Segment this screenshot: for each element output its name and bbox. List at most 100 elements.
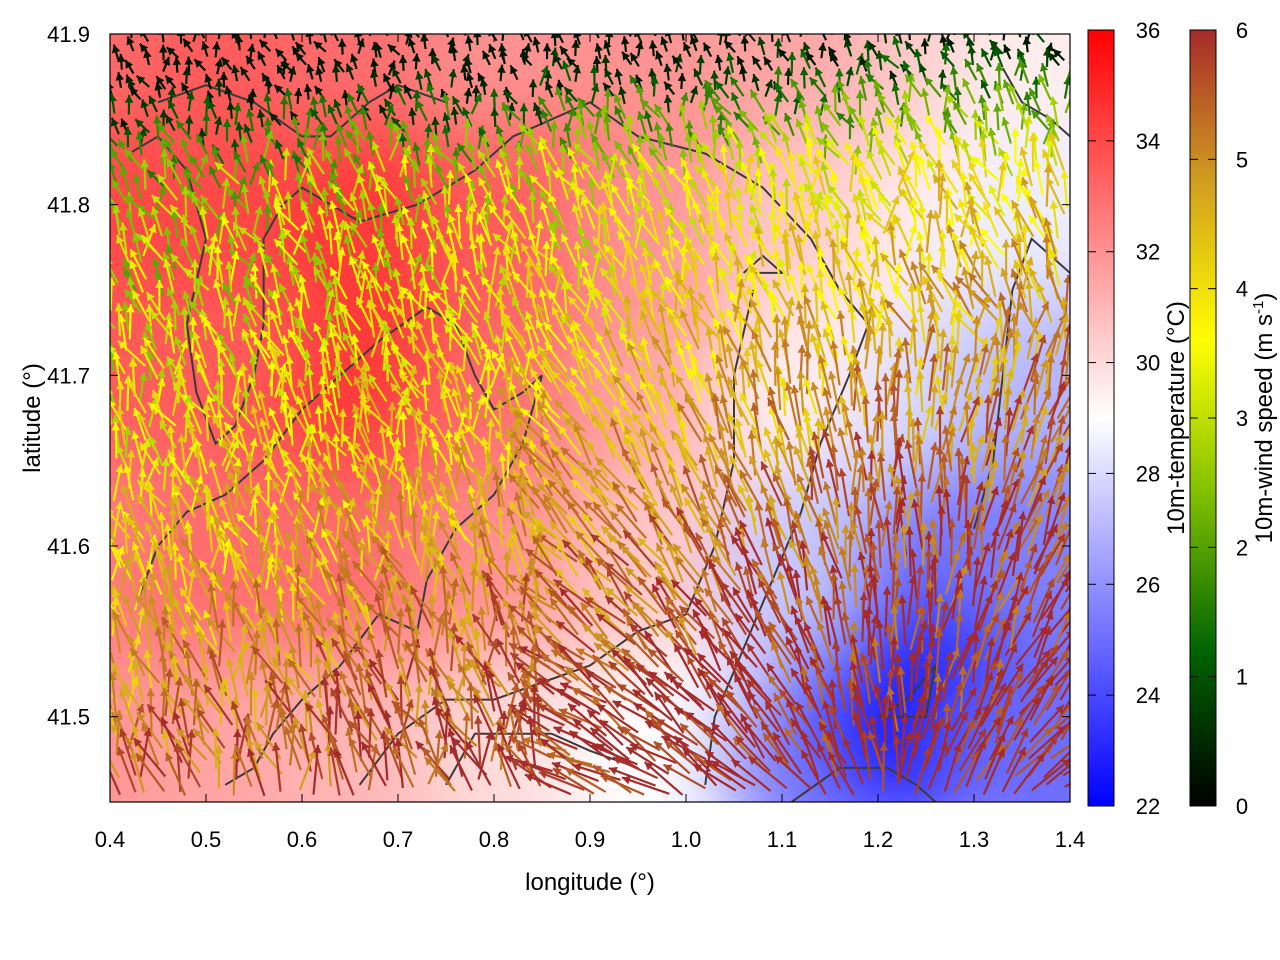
wind-arrow	[490, 88, 499, 111]
wind-arrow	[763, 56, 774, 71]
x-tick-label: 0.7	[383, 827, 414, 852]
contour-line	[791, 766, 937, 802]
wind-arrow	[382, 73, 392, 89]
wind-arrow	[576, 100, 585, 127]
wind-arrow	[117, 53, 126, 70]
wind-arrow	[993, 103, 1002, 131]
wind-arrow	[816, 136, 840, 159]
wind-arrow	[165, 46, 180, 59]
wind-arrow	[239, 66, 251, 82]
wind-arrow	[702, 42, 713, 58]
wind-arrow	[432, 145, 456, 166]
wind-arrow	[774, 83, 789, 103]
wind-arrow	[614, 68, 623, 86]
wind-arrow	[953, 34, 956, 36]
wind-arrow	[140, 99, 149, 118]
wind-arrow	[808, 76, 826, 96]
wind-vectors	[110, 34, 1070, 797]
wind-colorbar: 0 1 2 3 4 5 6 10m-wind speed (m s-1)	[1189, 18, 1278, 819]
wind-arrow	[814, 105, 824, 133]
wind-arrow	[415, 99, 428, 122]
wind-arrow	[542, 43, 552, 60]
wind-arrow	[156, 122, 176, 144]
y-axis-label: latitude (°)	[19, 363, 46, 473]
wind-arrow	[757, 36, 766, 56]
wind-arrow	[553, 53, 563, 70]
wind-arrow	[233, 102, 242, 126]
wind-arrow	[571, 39, 580, 56]
wind-arrow	[678, 103, 688, 134]
wind-arrow	[603, 68, 614, 86]
wind-arrow	[653, 122, 663, 149]
wind-arrow	[528, 79, 538, 98]
wind-arrow	[1037, 73, 1052, 101]
wind-arrow	[370, 69, 379, 87]
wind-arrow	[370, 58, 379, 75]
wind-arrow	[684, 132, 693, 163]
wind-arrow	[110, 248, 112, 254]
wind-arrow	[663, 81, 676, 96]
wind-arrow	[595, 34, 600, 39]
wind-arrow	[110, 467, 112, 472]
wind-arrow	[441, 125, 451, 148]
wind-arrow	[858, 75, 868, 101]
wind-arrow	[677, 73, 687, 89]
wind-arrow	[517, 123, 541, 147]
wind-arrow	[279, 96, 289, 120]
wind-arrow	[590, 83, 600, 104]
wind-arrow	[448, 68, 457, 88]
wind-arrow	[1003, 44, 1012, 60]
wind-arrow	[657, 132, 668, 161]
wind-arrow	[220, 56, 233, 71]
wind-arrow	[214, 78, 224, 97]
wind-arrow	[825, 137, 850, 165]
wind-arrow	[541, 109, 553, 132]
wind-arrow	[207, 99, 218, 120]
wind-arrow	[239, 134, 249, 163]
wind-arrow	[422, 137, 432, 165]
wind-arrow	[224, 85, 233, 102]
wind-arrow	[544, 81, 554, 98]
wind-arrow	[336, 123, 348, 148]
wind-arrow	[235, 121, 244, 142]
wind-arrow	[193, 58, 207, 72]
x-tick-label: 1.0	[671, 827, 702, 852]
wind-arrow	[926, 34, 932, 42]
wind-arrow	[481, 134, 491, 164]
wind-arrow	[378, 104, 389, 121]
wind-arrow	[988, 39, 1004, 55]
wind-arrow	[115, 72, 124, 88]
wind-arrow	[219, 71, 229, 88]
wind-arrow	[231, 64, 240, 82]
wind-arrow	[923, 76, 942, 98]
wind-arrow	[110, 117, 120, 135]
wind-arrow	[384, 103, 394, 126]
wind-arrow	[621, 51, 633, 66]
wind-arrow	[777, 48, 790, 62]
wind-arrow	[350, 53, 359, 70]
wind-arrow	[573, 34, 582, 45]
wind-arrow	[347, 93, 360, 115]
wind-arrow	[637, 111, 647, 136]
wind-arrow	[243, 123, 253, 143]
wind-arrow	[655, 50, 664, 67]
wind-arrow	[867, 41, 879, 58]
wind-arrow	[201, 41, 210, 57]
wind-arrow	[643, 110, 653, 132]
wind-arrow	[784, 67, 793, 86]
wind-arrow	[464, 57, 473, 74]
wind-arrow	[526, 126, 538, 156]
wind-arrow	[366, 130, 375, 156]
wind-arrow	[964, 58, 978, 81]
wind-arrow	[971, 109, 980, 141]
wind-arrow	[994, 82, 1004, 112]
wind-arrow	[703, 79, 721, 101]
wind-arrow	[309, 107, 324, 126]
wind-arrow	[629, 52, 640, 67]
wind-arrow	[234, 34, 244, 51]
wind-arrow	[291, 115, 301, 142]
wind-arrow	[479, 78, 488, 95]
wind-arrow	[975, 62, 988, 86]
wind-arrow	[412, 142, 421, 167]
wind-arrow	[441, 92, 451, 119]
